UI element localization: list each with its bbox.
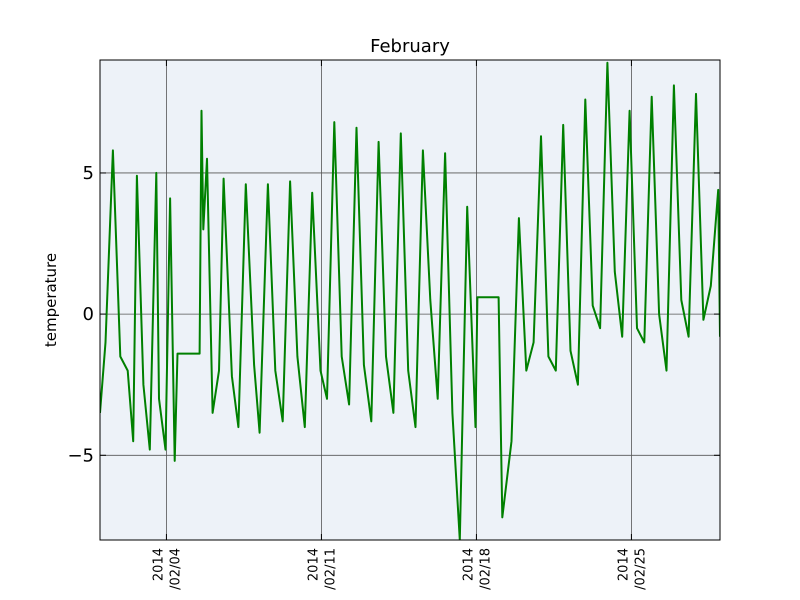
x-tick-label: 2014/02/04 bbox=[151, 548, 183, 590]
x-tick-label-date: /02/25 bbox=[633, 548, 648, 590]
x-tick-label-year: 2014 bbox=[616, 548, 631, 581]
y-tick-label: 5 bbox=[83, 163, 94, 184]
x-tick-label-date: /02/18 bbox=[478, 548, 493, 590]
chart-title: February bbox=[370, 36, 450, 57]
x-tick-label: 2014/02/11 bbox=[306, 548, 338, 590]
series-layer bbox=[100, 61, 720, 540]
plot-area bbox=[100, 60, 720, 540]
x-tick-label: 2014/02/18 bbox=[461, 548, 493, 590]
x-tick-label-year: 2014 bbox=[151, 548, 166, 581]
y-tick-label: −5 bbox=[67, 445, 94, 466]
x-tick-label-year: 2014 bbox=[306, 548, 321, 581]
x-tick-label: 2014/02/25 bbox=[616, 548, 648, 590]
x-tick-label-date: /02/04 bbox=[168, 548, 183, 590]
y-axis-label: temperature bbox=[42, 253, 60, 347]
y-tick-label: 0 bbox=[83, 304, 94, 325]
series-line bbox=[100, 61, 720, 540]
x-tick-label-year: 2014 bbox=[461, 548, 476, 581]
plot-frame bbox=[99, 59, 721, 541]
x-tick-label-date: /02/11 bbox=[323, 548, 338, 590]
